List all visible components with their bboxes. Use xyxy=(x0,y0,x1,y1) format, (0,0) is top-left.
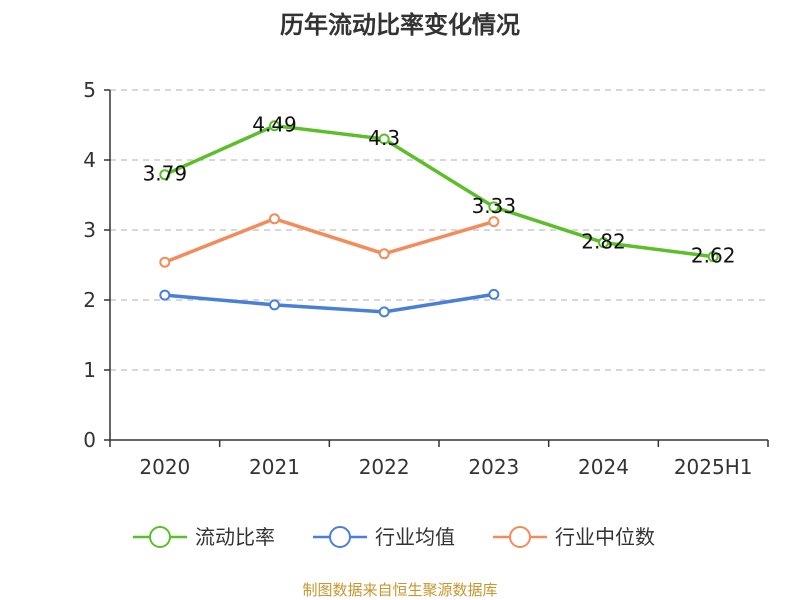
legend-item[interactable]: 行业均值 xyxy=(313,525,455,549)
series-layer xyxy=(159,120,719,318)
series-line xyxy=(164,292,495,314)
x-tick-label: 2025H1 xyxy=(674,455,753,479)
series-line xyxy=(164,123,714,259)
axes: 0 1 2 3 4 5 2020 2021 2022 2023 2024 2025H1 xyxy=(83,78,769,479)
legend-item[interactable]: 流动比率 xyxy=(133,525,275,549)
data-point[interactable] xyxy=(378,306,390,318)
data-point[interactable] xyxy=(378,248,390,260)
data-point[interactable] xyxy=(159,256,171,268)
series-line xyxy=(164,217,495,264)
y-tick-label: 4 xyxy=(83,148,96,172)
legend-label: 流动比率 xyxy=(195,525,275,549)
chart-title: 历年流动比率变化情况 xyxy=(280,11,520,39)
data-point[interactable] xyxy=(269,120,280,132)
legend-label: 行业均值 xyxy=(375,525,455,549)
data-point[interactable] xyxy=(707,251,719,263)
data-label: 3.79 xyxy=(143,162,188,186)
x-tick-label: 2023 xyxy=(468,455,519,479)
y-tick-label: 5 xyxy=(83,78,96,102)
data-label: 2.62 xyxy=(691,244,736,268)
data-labels: 3.79 4.49 4.3 3.33 2.82 2.62 xyxy=(143,113,736,268)
legend-swatch-marker xyxy=(509,526,531,548)
gridlines xyxy=(110,89,768,371)
data-point[interactable] xyxy=(488,216,500,228)
legend[interactable]: 流动比率 行业均值 行业中位数 xyxy=(133,525,655,549)
x-tick-label: 2022 xyxy=(359,455,410,479)
x-tick-label: 2020 xyxy=(139,455,190,479)
source-note: 制图数据来自恒生聚源数据库 xyxy=(302,581,497,599)
data-point[interactable] xyxy=(269,213,280,225)
data-label: 4.3 xyxy=(368,126,400,150)
data-point[interactable] xyxy=(598,237,609,249)
legend-swatch-marker xyxy=(149,526,171,548)
data-point[interactable] xyxy=(159,169,171,181)
y-tick-label: 3 xyxy=(83,218,96,242)
y-tick-label: 1 xyxy=(83,358,96,382)
legend-label: 行业中位数 xyxy=(555,525,655,549)
data-point[interactable] xyxy=(159,289,171,301)
y-tick-label: 0 xyxy=(83,428,96,452)
data-label: 4.49 xyxy=(252,113,297,137)
data-point[interactable] xyxy=(378,133,390,145)
legend-item[interactable]: 行业中位数 xyxy=(493,525,655,549)
data-label: 2.82 xyxy=(581,230,626,254)
x-tick-label: 2021 xyxy=(249,455,300,479)
data-point[interactable] xyxy=(269,299,280,311)
data-point[interactable] xyxy=(488,288,500,300)
x-tick-label: 2024 xyxy=(578,455,629,479)
legend-swatch-marker xyxy=(329,526,351,548)
data-label: 3.33 xyxy=(472,194,517,218)
data-point[interactable] xyxy=(488,201,500,213)
y-tick-label: 2 xyxy=(83,288,96,312)
